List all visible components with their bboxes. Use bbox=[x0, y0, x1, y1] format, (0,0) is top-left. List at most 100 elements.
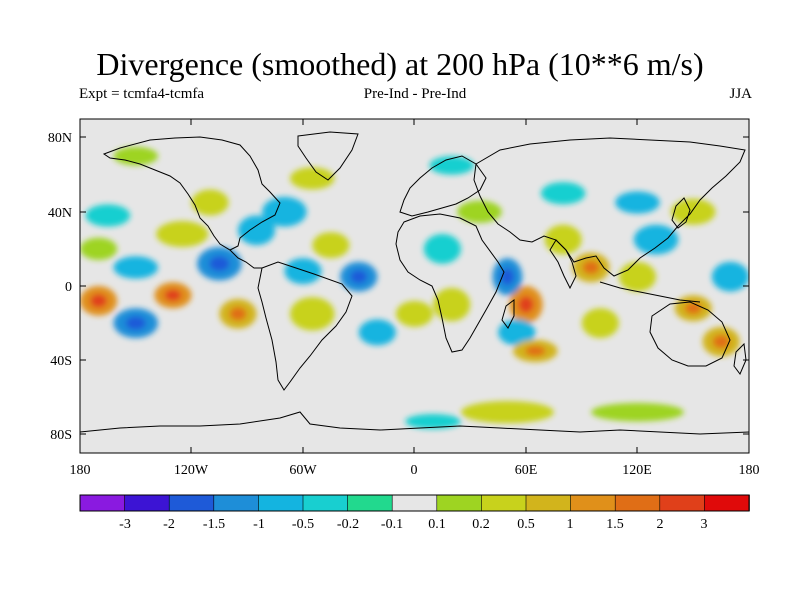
divergence-blob bbox=[711, 261, 749, 292]
colorbar-swatch bbox=[213, 494, 260, 512]
divergence-blob bbox=[618, 261, 657, 292]
colorbar-swatch bbox=[124, 494, 170, 512]
divergence-blob bbox=[433, 287, 471, 322]
colorbar-label: 0.5 bbox=[517, 517, 535, 532]
season-label: JJA bbox=[729, 86, 752, 102]
colorbar-label: 1.5 bbox=[606, 517, 624, 532]
y-tick-labels: 80N 40N 0 40S 80S bbox=[48, 131, 72, 443]
divergence-blob bbox=[498, 319, 536, 346]
map-title: Divergence (smoothed) at 200 hPa (10**6 … bbox=[96, 46, 704, 82]
coast-japan bbox=[671, 197, 691, 229]
x-tick-label: 60E bbox=[515, 463, 538, 478]
colorbar-label: 1 bbox=[567, 517, 574, 532]
divergence-blob bbox=[633, 224, 679, 255]
coast-africa bbox=[395, 213, 505, 353]
divergence-blob bbox=[540, 182, 586, 205]
x-tick-label: 0 bbox=[411, 463, 418, 478]
y-tick-label: 40N bbox=[48, 206, 72, 221]
colorbar-label: -0.2 bbox=[337, 517, 359, 532]
colorbar-label: 0.2 bbox=[472, 517, 490, 532]
x-tick-label: 60W bbox=[289, 463, 317, 478]
colorbar bbox=[79, 494, 750, 512]
x-ticks bbox=[79, 119, 750, 453]
coast-central-america bbox=[229, 249, 262, 269]
divergence-blob-core bbox=[229, 307, 247, 321]
divergence-blob bbox=[405, 414, 461, 429]
period-label: Pre-Ind - Pre-Ind bbox=[363, 86, 467, 102]
colorbar-swatch bbox=[79, 494, 126, 512]
divergence-blob-core bbox=[500, 268, 515, 286]
divergence-blob-core bbox=[712, 334, 730, 349]
colorbar-labels: -3 -2 -1.5 -1 -0.5 -0.2 -0.1 0.1 0.2 0.5… bbox=[119, 517, 707, 532]
coast-asia bbox=[473, 137, 746, 277]
x-tick-label: 120E bbox=[622, 463, 652, 478]
divergence-blob bbox=[460, 401, 554, 424]
divergence-blob bbox=[358, 319, 396, 346]
y-tick-label: 40S bbox=[50, 354, 72, 369]
divergence-blob bbox=[85, 204, 131, 227]
divergence-blob bbox=[80, 237, 118, 261]
colorbar-swatch bbox=[168, 494, 215, 512]
divergence-blob bbox=[113, 256, 159, 279]
colorbar-label: 0.1 bbox=[428, 517, 446, 532]
colorbar-label: -0.5 bbox=[292, 517, 314, 532]
divergence-blob bbox=[113, 146, 159, 166]
colorbar-swatch bbox=[704, 494, 750, 512]
x-tick-label: 180 bbox=[70, 463, 91, 478]
divergence-blob-core bbox=[684, 302, 702, 315]
divergence-blob bbox=[289, 167, 335, 190]
divergence-blob bbox=[237, 215, 276, 246]
colorbar-swatch bbox=[302, 494, 349, 512]
experiment-label: Expt = tcmfa4-tcmfa bbox=[79, 86, 205, 102]
coastlines bbox=[80, 131, 749, 435]
coast-antarctica bbox=[80, 411, 749, 435]
colorbar-swatch bbox=[570, 494, 616, 512]
divergence-blob bbox=[591, 402, 684, 422]
colorbar-swatch bbox=[258, 494, 304, 512]
colorbar-swatch bbox=[347, 494, 394, 512]
coast-australia bbox=[649, 301, 731, 367]
y-ticks bbox=[80, 136, 749, 435]
coast-europe bbox=[399, 155, 487, 217]
y-tick-label: 0 bbox=[65, 280, 72, 295]
colorbar-label: -2 bbox=[163, 517, 175, 532]
x-tick-label: 120W bbox=[174, 463, 209, 478]
coast-north-america bbox=[102, 136, 281, 251]
divergence-blob bbox=[670, 198, 716, 225]
y-tick-label: 80N bbox=[48, 131, 72, 146]
divergence-field bbox=[80, 146, 749, 429]
colorbar-swatch bbox=[436, 494, 483, 512]
colorbar-label: 3 bbox=[701, 517, 708, 532]
divergence-blob bbox=[284, 258, 322, 285]
colorbar-label: 2 bbox=[657, 517, 664, 532]
divergence-blob bbox=[312, 232, 350, 259]
divergence-blob-core bbox=[209, 256, 230, 272]
divergence-blob bbox=[581, 308, 619, 338]
y-tick-label: 80S bbox=[50, 428, 72, 443]
coast-madagascar bbox=[501, 299, 515, 329]
colorbar-label: -3 bbox=[119, 517, 131, 532]
divergence-blob-core bbox=[164, 289, 182, 302]
divergence-blob bbox=[544, 224, 582, 255]
divergence-blob bbox=[395, 300, 434, 327]
divergence-blob bbox=[289, 297, 335, 331]
divergence-blob-core bbox=[518, 296, 534, 313]
divergence-blob bbox=[191, 189, 229, 216]
x-tick-label: 180 bbox=[739, 463, 760, 478]
divergence-blob bbox=[429, 156, 474, 175]
coast-indonesia bbox=[599, 281, 701, 303]
colorbar-swatch bbox=[391, 494, 438, 512]
coast-india bbox=[549, 239, 577, 290]
colorbar-label: -1.5 bbox=[203, 517, 225, 532]
colorbar-swatch bbox=[659, 494, 706, 512]
divergence-blob-core bbox=[125, 316, 146, 330]
coast-new-zealand bbox=[733, 342, 747, 375]
colorbar-swatch bbox=[481, 494, 527, 512]
colorbar-label: -1 bbox=[253, 517, 265, 532]
x-tick-labels: 180 120W 60W 0 60E 120E 180 bbox=[70, 463, 760, 478]
divergence-blob bbox=[615, 191, 660, 214]
divergence-blob bbox=[156, 221, 209, 248]
coast-south-america bbox=[257, 261, 353, 391]
divergence-blob-core bbox=[90, 294, 107, 308]
